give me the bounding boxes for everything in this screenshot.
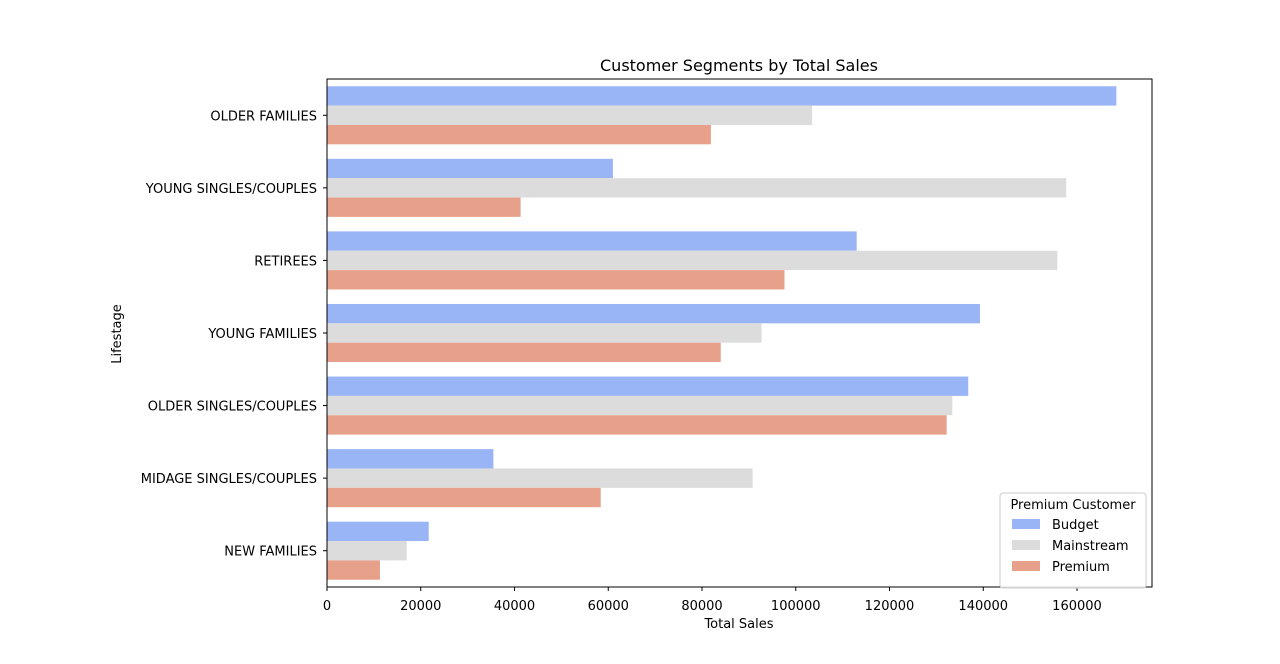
plot-area-frame [326,78,1153,588]
x-tick-label: 100000 [771,599,821,614]
x-tick-label: 60000 [588,599,629,614]
bar-older-singles-couples-budget [327,376,969,396]
legend-label-premium: Premium [1052,560,1110,575]
y-tick-label: YOUNG FAMILIES [207,327,317,342]
x-tick-label: 40000 [494,599,535,614]
y-tick-label: MIDAGE SINGLES/COUPLES [141,472,317,487]
bar-new-families-premium [327,560,380,580]
bar-new-families-mainstream [327,541,407,561]
bar-older-singles-couples-mainstream [327,395,953,416]
bar-older-families-mainstream [327,105,813,125]
legend: Premium Customer Budget Mainstream Premium [999,492,1147,589]
bar-older-singles-couples-premium [327,415,947,435]
bars-layer [327,86,1117,580]
bar-midage-singles-couples-mainstream [327,468,753,488]
bar-young-families-premium [327,342,721,363]
bar-retirees-premium [327,270,785,290]
y-tick-label: NEW FAMILIES [224,545,317,560]
bar-midage-singles-couples-premium [327,487,601,508]
legend-label-mainstream: Mainstream [1052,539,1129,554]
y-axis-label: Lifestage [110,304,125,364]
x-tick-label: 140000 [958,599,1008,614]
bar-new-families-budget [327,521,429,542]
legend-swatch-mainstream [1012,540,1040,550]
bar-midage-singles-couples-budget [327,449,494,469]
legend-swatch-budget [1012,519,1040,529]
x-tick-label: 0 [323,599,331,614]
x-tick-label: 80000 [681,599,722,614]
bar-older-families-premium [327,124,711,145]
legend-label-budget: Budget [1052,518,1099,533]
bar-retirees-budget [327,231,857,251]
x-axis-ticks: 0 20000 40000 60000 80000 100000 120000 140000 1… [323,587,1102,614]
bar-older-families-budget [327,86,1117,106]
bar-young-families-budget [327,303,980,324]
x-axis-label: Total Sales [703,617,773,632]
legend-title: Premium Customer [1010,498,1136,513]
chart-title: Customer Segments by Total Sales [600,56,878,75]
bar-young-singles-couples-premium [327,197,521,217]
bar-young-singles-couples-budget [327,158,613,179]
x-tick-label: 160000 [1052,599,1102,614]
y-tick-label: YOUNG SINGLES/COUPLES [145,182,317,197]
legend-swatch-premium [1012,561,1040,571]
y-tick-label: RETIREES [254,254,317,269]
x-tick-label: 120000 [865,599,915,614]
y-tick-label: OLDER SINGLES/COUPLES [148,400,317,415]
bar-retirees-mainstream [327,250,1058,271]
y-tick-label: OLDER FAMILIES [210,109,317,124]
x-tick-label: 20000 [400,599,441,614]
y-axis-ticks: OLDER FAMILIES YOUNG SINGLES/COUPLES RETIR… [141,109,327,560]
bar-young-singles-couples-mainstream [327,178,1067,198]
bar-young-families-mainstream [327,323,762,343]
